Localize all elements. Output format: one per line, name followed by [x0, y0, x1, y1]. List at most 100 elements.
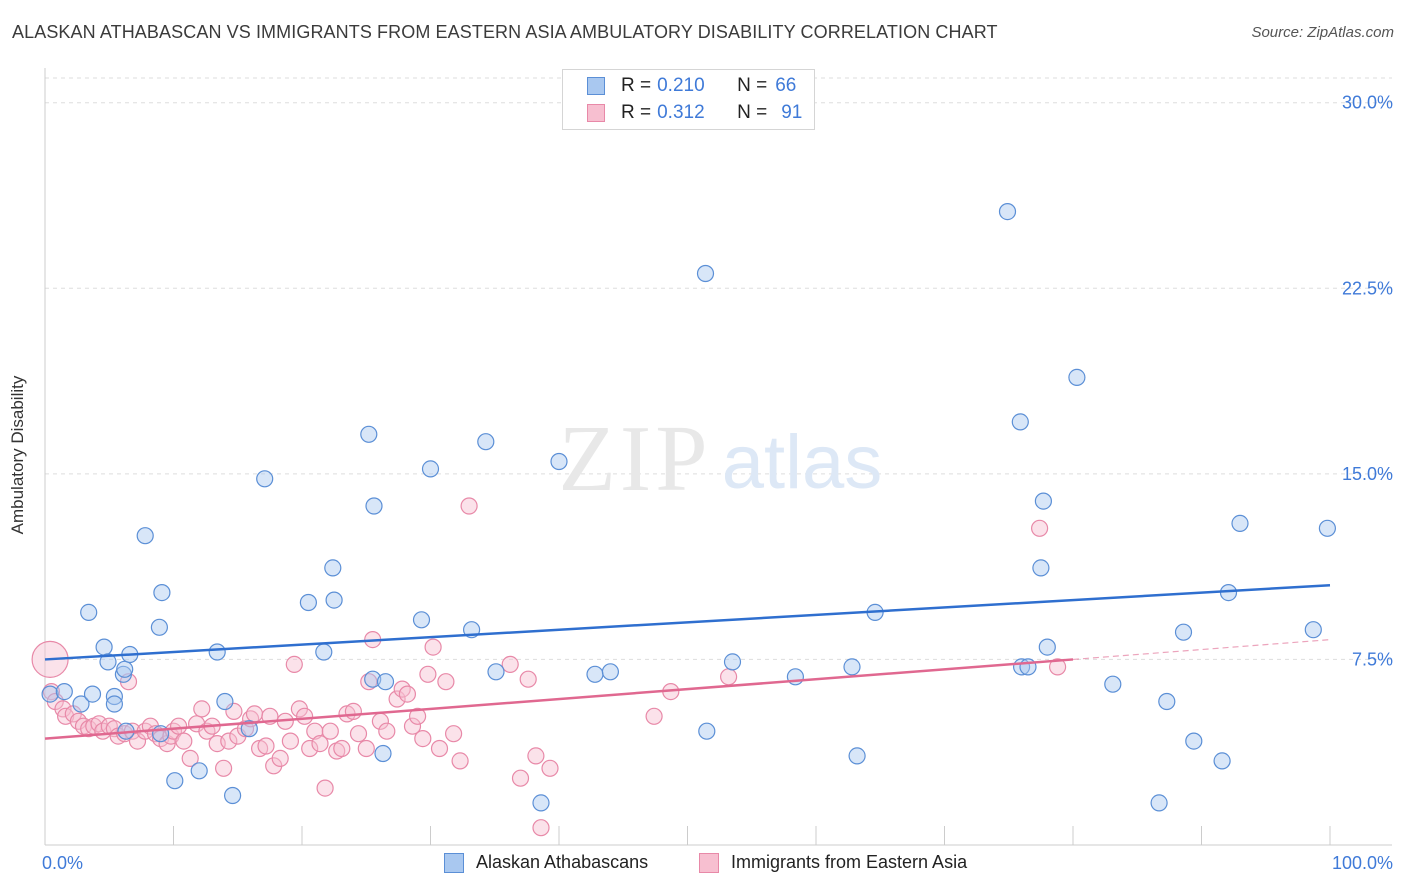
legend-swatch-pink: [587, 104, 605, 122]
data-point-eastern-asia: [181, 749, 199, 768]
data-point-athabascan: [324, 559, 342, 577]
data-point-athabascan: [256, 470, 274, 488]
data-point-athabascan: [998, 203, 1017, 221]
data-point-eastern-asia: [215, 759, 233, 777]
data-point-athabascan: [1174, 623, 1193, 641]
trend-line-eastern-asia: [44, 658, 1074, 740]
data-point-eastern-asia: [193, 700, 211, 718]
data-point-athabascan: [99, 653, 117, 671]
data-point-athabascan: [105, 695, 124, 713]
data-point-athabascan: [1231, 514, 1249, 533]
x-tick-label: 0.0%: [42, 853, 83, 873]
data-point-eastern-asia: [430, 739, 449, 758]
data-point-athabascan: [848, 747, 866, 765]
data-point-eastern-asia: [398, 685, 416, 703]
data-point-eastern-asia: [445, 725, 463, 743]
legend-swatch-pink: [699, 852, 719, 873]
data-point-athabascan: [136, 527, 154, 545]
data-point-athabascan: [299, 593, 317, 612]
data-point-athabascan: [1150, 794, 1168, 812]
data-point-eastern-asia: [541, 759, 559, 777]
data-point-eastern-asia: [349, 725, 368, 743]
data-point-athabascan: [150, 618, 168, 636]
data-point-athabascan: [325, 591, 343, 609]
data-point-athabascan: [696, 264, 715, 283]
legend-swatch-blue: [444, 852, 464, 873]
chart-title: ALASKAN ATHABASCAN VS IMMIGRANTS FROM EA…: [12, 22, 998, 42]
trend-line-eastern-asia-extension: [1072, 639, 1331, 661]
data-point-athabascan: [723, 653, 742, 671]
data-point-athabascan: [1068, 368, 1086, 386]
data-point-eastern-asia: [388, 690, 406, 708]
data-point-athabascan: [412, 611, 431, 629]
legend-row-athabascan: R = 0.210 N = 66: [587, 74, 796, 98]
data-point-eastern-asia: [220, 732, 238, 750]
data-point-athabascan: [240, 720, 258, 738]
data-point-eastern-asia: [296, 707, 314, 725]
legend-n-label: N =: [737, 75, 768, 96]
data-point-eastern-asia: [645, 707, 663, 725]
data-point-athabascan: [41, 685, 59, 703]
data-point-athabascan: [698, 722, 716, 740]
data-point-eastern-asia: [501, 655, 519, 674]
data-point-athabascan: [72, 695, 90, 713]
axes: [44, 68, 1392, 846]
data-point-athabascan: [421, 460, 440, 478]
data-point-athabascan: [477, 433, 495, 451]
data-point-eastern-asia: [245, 705, 264, 723]
data-point-eastern-asia: [1048, 658, 1067, 676]
series-immigrants-eastern-asia: [31, 497, 1067, 837]
data-point-eastern-asia: [285, 655, 303, 674]
legend-item-eastern-asia: Immigrants from Eastern Asia: [699, 852, 967, 873]
data-point-athabascan: [166, 772, 184, 790]
data-point-eastern-asia: [424, 638, 442, 656]
data-point-athabascan: [601, 663, 620, 681]
watermark-zip: ZIP: [559, 407, 712, 511]
x-tick-label: 100.0%: [1332, 853, 1393, 873]
data-point-eastern-asia: [281, 732, 299, 750]
data-point-athabascan: [116, 660, 134, 678]
data-point-eastern-asia: [1030, 519, 1049, 537]
data-point-eastern-asia: [414, 729, 432, 748]
series-legend: Alaskan Athabascans Immigrants from East…: [0, 852, 1406, 878]
data-point-athabascan: [364, 670, 382, 688]
legend-swatch-blue: [587, 77, 605, 95]
data-point-athabascan: [1213, 752, 1231, 770]
data-point-athabascan: [95, 638, 113, 656]
data-point-athabascan: [1158, 692, 1176, 711]
data-point-eastern-asia: [511, 769, 530, 787]
data-point-athabascan: [1034, 492, 1053, 510]
data-point-eastern-asia: [393, 680, 411, 698]
data-point-eastern-asia: [321, 722, 339, 740]
data-point-athabascan: [550, 452, 568, 471]
data-point-athabascan: [1011, 413, 1029, 431]
gridlines: [45, 77, 1392, 660]
data-point-eastern-asia: [460, 497, 478, 515]
data-point-athabascan: [190, 762, 208, 780]
trend-lines: [44, 583, 1331, 740]
data-point-athabascan: [586, 665, 604, 683]
correlation-legend: R = 0.210 N = 66 R = 0.312 N = 91: [562, 69, 815, 130]
data-point-athabascan: [487, 663, 505, 681]
x-tick-labels: 0.0% 100.0%: [42, 853, 1393, 873]
data-point-eastern-asia: [357, 739, 375, 758]
legend-item-label: Alaskan Athabascans: [476, 852, 649, 872]
legend-r-label: R =: [621, 102, 652, 123]
data-point-eastern-asia: [311, 734, 329, 753]
source-credit: Source: ZipAtlas.com: [1251, 24, 1394, 41]
legend-r-value: 0.312: [657, 102, 705, 123]
data-point-athabascan: [1304, 621, 1322, 639]
legend-item-label: Immigrants from Eastern Asia: [731, 852, 968, 872]
data-point-athabascan: [224, 786, 242, 805]
y-tick-labels: 7.5% 15.0% 22.5% 30.0%: [1342, 93, 1393, 670]
data-point-eastern-asia: [316, 779, 334, 797]
data-point-athabascan: [83, 685, 102, 703]
data-point-eastern-asia: [403, 717, 422, 735]
y-tick-label: 30.0%: [1342, 93, 1393, 113]
data-point-athabascan: [843, 658, 861, 676]
legend-item-athabascans: Alaskan Athabascans: [444, 852, 648, 873]
trend-line-athabascan: [44, 583, 1331, 661]
data-point-eastern-asia: [271, 749, 289, 768]
data-point-eastern-asia: [170, 717, 188, 735]
data-point-athabascan: [153, 583, 171, 602]
